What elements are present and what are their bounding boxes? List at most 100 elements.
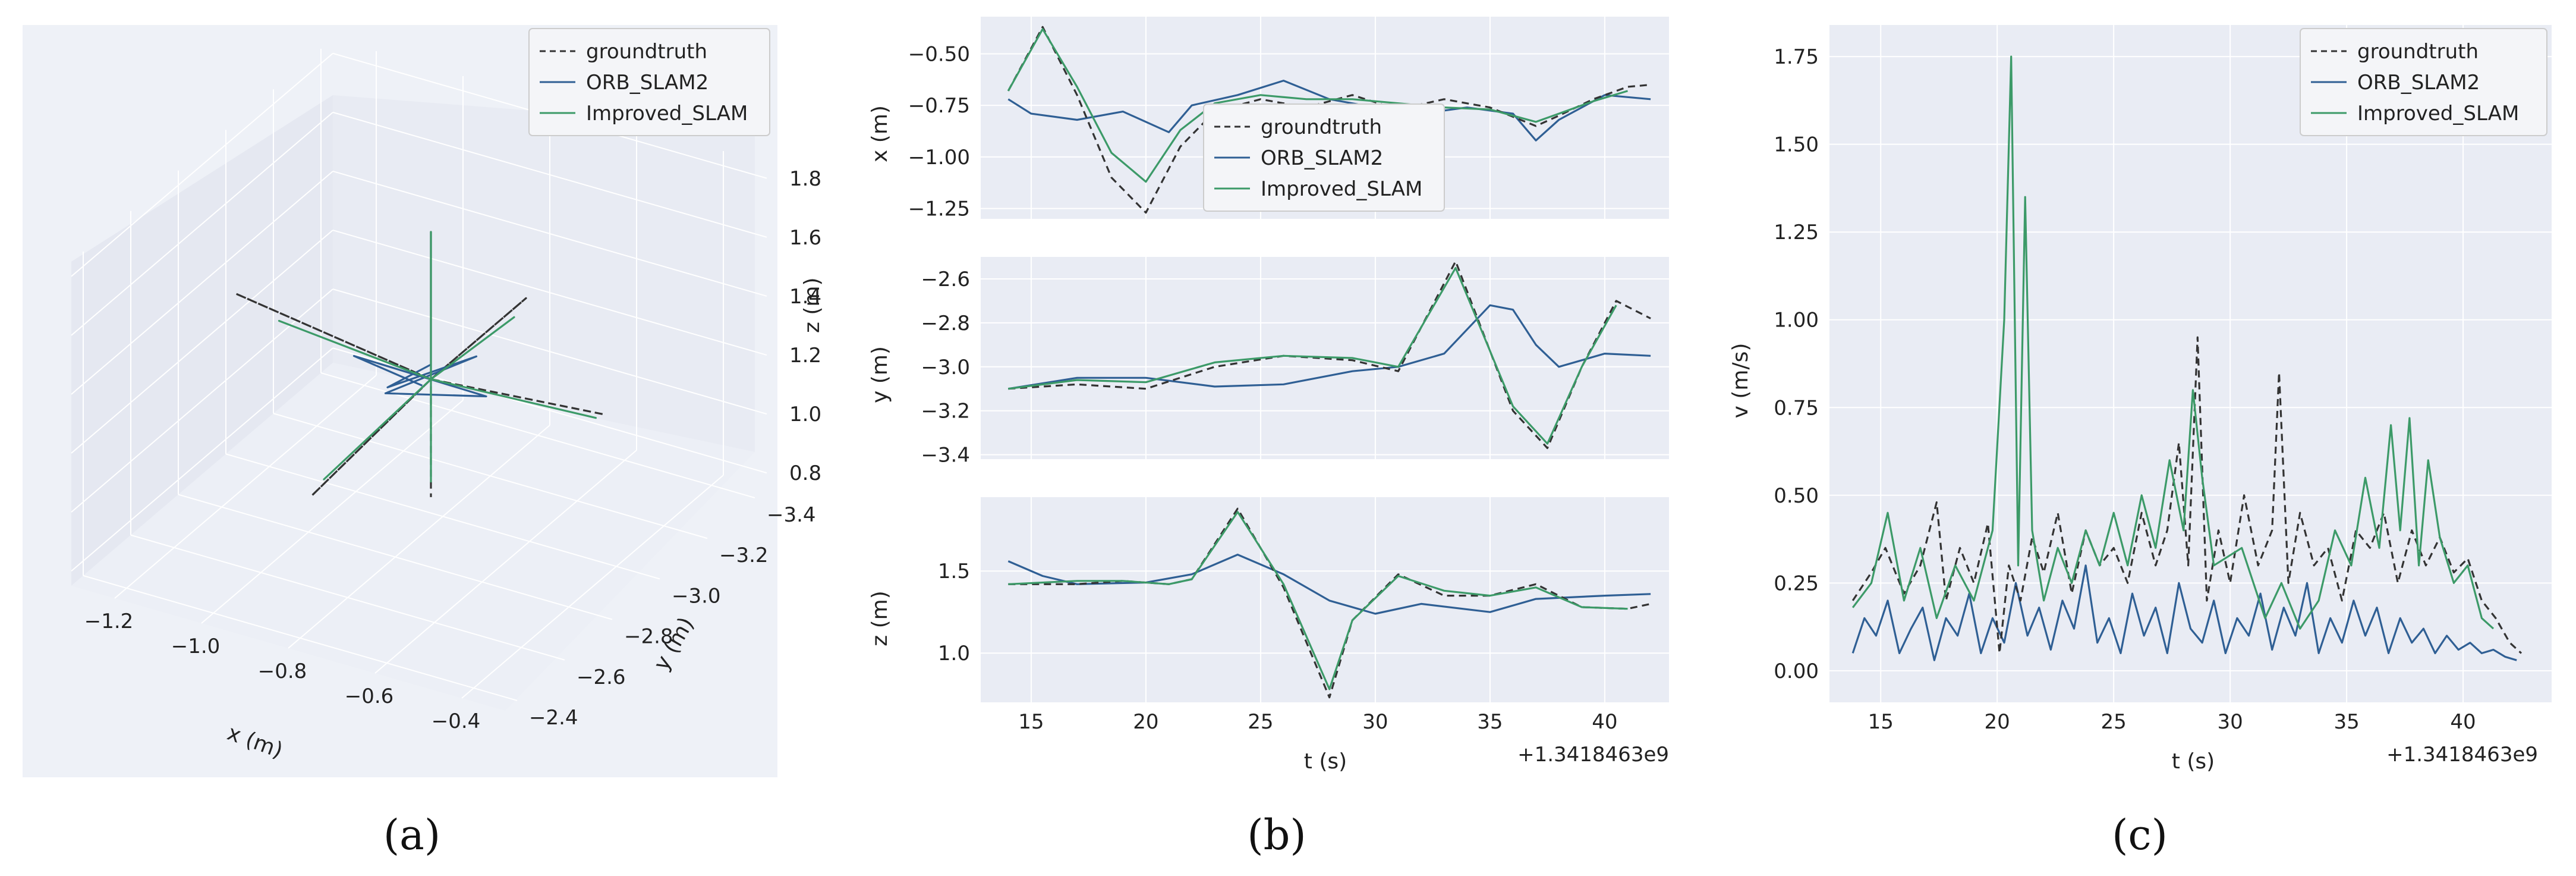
panel-c-series-groundtruth xyxy=(1851,336,2523,655)
panel-a-grid-wall-z xyxy=(71,53,333,277)
legend-label-groundtruth: groundtruth xyxy=(2357,40,2479,64)
panel-b-sub2-xtick: 25 xyxy=(1248,710,1273,734)
panel-a-grid-floor-x xyxy=(114,375,377,599)
panel-a-grid-back-z xyxy=(332,230,767,356)
panel-a-back-wall xyxy=(71,95,333,586)
panel-c-plot-area xyxy=(1829,25,2552,702)
panel-a-ytick: −2.8 xyxy=(624,625,673,649)
panel-b-sub0-ytick: −1.00 xyxy=(908,146,970,169)
panel-b-sub0-ytick: −0.75 xyxy=(908,94,970,118)
panel-a-grid-wall-z xyxy=(71,171,333,395)
legend-label-orb: ORB_SLAM2 xyxy=(2357,71,2480,95)
panel-c-ytick: 0.25 xyxy=(1774,572,1819,595)
panel-a-right-wall xyxy=(333,95,755,452)
panel-b-sub1-series-improved-slam xyxy=(1008,266,1617,445)
panel-a-grid-floor-x xyxy=(288,425,550,649)
panel-c-ytick: 1.75 xyxy=(1774,45,1819,69)
panel-c-ytick: 0.00 xyxy=(1774,660,1819,683)
panel-c-ytick: 1.00 xyxy=(1774,309,1819,332)
panel-c-ytick: 1.50 xyxy=(1774,133,1819,157)
panel-c-ytick: 0.50 xyxy=(1774,484,1819,508)
panel-b-sub2-series-improved-slam xyxy=(1008,511,1628,690)
legend-label-improved: Improved_SLAM xyxy=(586,102,748,125)
panel-a-ztick: 1.8 xyxy=(789,167,821,191)
panel-a-grid-floor-y xyxy=(83,574,518,701)
legend-label-improved: Improved_SLAM xyxy=(2357,102,2519,125)
panel-b-ylabel-z: z (m) xyxy=(868,591,892,646)
panel-a-grid-wall-z xyxy=(71,230,333,454)
panel-a-ztick: 1.0 xyxy=(789,403,821,426)
panel-b-sub2-xtick: 15 xyxy=(1018,710,1044,734)
panel-b-xyz-vs-time: −0.50 −0.75 −1.00 −1.25 −2.6 −2.8 −3.0 −3.2 −3.… xyxy=(868,17,1669,774)
panel-b-sub0-ytick: −0.50 xyxy=(908,42,970,66)
panel-a-grid xyxy=(71,49,767,701)
panel-a-ztick: 0.8 xyxy=(789,461,821,485)
panel-c-xlabel: t (s) xyxy=(2172,749,2215,774)
panel-a-ytick: −2.6 xyxy=(577,665,626,689)
caption-a: (a) xyxy=(383,811,440,859)
panel-c-xtick: 15 xyxy=(1868,710,1894,734)
panel-c-xtick: 30 xyxy=(2217,710,2243,734)
panel-c-xtick: 20 xyxy=(1985,710,2010,734)
legend-label-groundtruth: groundtruth xyxy=(1261,115,1382,139)
panel-b-sub1-ytick: −2.8 xyxy=(921,312,970,335)
panel-b-sub0-series-improved-slam xyxy=(1007,28,1628,183)
panel-a-grid-floor-y xyxy=(225,453,660,580)
panel-a-zlabel: z (m) xyxy=(800,278,824,334)
panel-a-ytick: −3.0 xyxy=(672,584,721,608)
legend-label-improved: Improved_SLAM xyxy=(1261,177,1422,201)
panel-a-xtick: −0.6 xyxy=(345,685,394,708)
panel-a-ticks: −1.2 −1.0 −0.8 −0.6 −0.4 −2.4 −2.6 −2.8 −3.0 −3.2… xyxy=(84,167,821,733)
panel-b-sub1-series-groundtruth xyxy=(1008,260,1651,450)
panel-a-grid-back-z xyxy=(332,288,767,415)
panel-a-grid-wall-z xyxy=(71,288,333,513)
panel-b-xlabel: t (s) xyxy=(1304,749,1347,774)
panel-b-legend: groundtruth ORB_SLAM2 Improved_SLAM xyxy=(1203,103,1445,212)
panel-b-sub2-ytick: 1.5 xyxy=(938,560,970,583)
panel-c-ytick: 1.25 xyxy=(1774,221,1819,244)
panel-a-3d-trajectory: −1.2 −1.0 −0.8 −0.6 −0.4 −2.4 −2.6 −2.8 −3.0 −3.2… xyxy=(23,25,824,777)
legend-label-orb: ORB_SLAM2 xyxy=(586,71,708,95)
panel-b-x-offset: +1.3418463e9 xyxy=(1517,743,1669,767)
panel-a-legend: groundtruth ORB_SLAM2 Improved_SLAM xyxy=(528,28,770,136)
panel-b-sub0-series-groundtruth xyxy=(1007,26,1651,214)
panel-c-plot: 15 20 25 30 35 40 1.75 1.50 1.25 1.00 0.75 0.50 0.25… xyxy=(1774,25,2552,734)
legend-box xyxy=(528,28,770,136)
panel-c-series-orb-slam2 xyxy=(1851,564,2517,661)
panel-b-sub1-ytick: −3.2 xyxy=(921,400,970,423)
panel-a-ztick: 1.6 xyxy=(789,226,821,250)
panel-c-xtick: 40 xyxy=(2450,710,2476,734)
panel-c-x-offset: +1.3418463e9 xyxy=(2386,743,2538,767)
caption-b: (b) xyxy=(1247,811,1306,859)
legend-box xyxy=(1203,103,1445,212)
panel-b-ylabel-y: y (m) xyxy=(868,346,892,403)
legend-box xyxy=(2300,28,2547,136)
panel-b-sub1-ytick: −2.6 xyxy=(921,268,970,291)
panel-b-sub1-ytick: −3.0 xyxy=(921,356,970,379)
panel-a-trajectories xyxy=(234,231,606,497)
panel-b-sub2-xtick: 30 xyxy=(1362,710,1388,734)
legend-label-groundtruth: groundtruth xyxy=(586,40,707,64)
panel-a-floor xyxy=(71,363,755,711)
panel-a-grid-floor-x xyxy=(461,475,724,699)
panel-a-ytick: −3.4 xyxy=(767,503,816,527)
panel-a-grid-floor-x xyxy=(374,450,637,674)
panel-c-velocity: 15 20 25 30 35 40 1.75 1.50 1.25 1.00 0.75 0.50 0.25… xyxy=(1728,25,2552,774)
panel-a-grid-back-z xyxy=(332,111,767,238)
panel-b-sub2-xtick: 40 xyxy=(1592,710,1617,734)
panel-c-xtick: 25 xyxy=(2101,710,2127,734)
panel-b-subplot-y: −2.6 −2.8 −3.0 −3.2 −3.4 xyxy=(921,257,1669,467)
panel-a-grid-wall-z xyxy=(71,112,333,336)
panel-a-grid-floor-y xyxy=(130,534,565,661)
panel-a-series-improved-slam xyxy=(278,231,597,483)
panel-b-sub2-xtick: 20 xyxy=(1133,710,1158,734)
panel-b-subplot-z: 15 20 25 30 35 40 1.5 1.0 xyxy=(938,497,1669,734)
panel-a-xtick: −1.0 xyxy=(171,635,221,658)
panel-c-ytick: 0.75 xyxy=(1774,396,1819,420)
panel-a-ztick: 1.2 xyxy=(789,344,821,368)
panel-c-legend: groundtruth ORB_SLAM2 Improved_SLAM xyxy=(2300,28,2547,136)
panel-a-grid-floor-y xyxy=(178,494,613,620)
panel-a-xtick: −0.4 xyxy=(432,709,481,733)
panel-b-sub0-ytick: −1.25 xyxy=(908,197,970,221)
